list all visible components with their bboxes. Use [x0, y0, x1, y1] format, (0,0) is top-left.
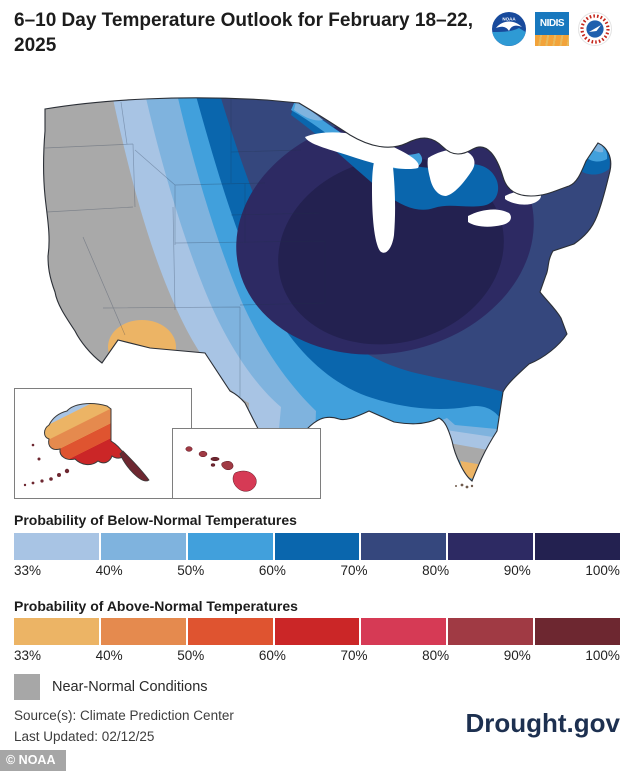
drought-gov-wordmark[interactable]: Drought.gov [465, 708, 620, 738]
alaska-inset [14, 388, 192, 499]
alaska-mainland [44, 403, 126, 466]
florida-keys [455, 483, 474, 489]
map-arizona-above-33 [108, 320, 176, 374]
aleutian-islands [23, 443, 70, 487]
legend-below-swatch [187, 533, 273, 560]
legend-above-bar [14, 618, 621, 645]
legend-above-swatch [100, 618, 186, 645]
hawaii-inset [172, 428, 321, 499]
legend-above-swatch [187, 618, 273, 645]
source-text: Source(s): Climate Prediction Center [14, 708, 234, 723]
map-florida-33 [439, 429, 493, 451]
map-florida-near-normal [449, 443, 488, 466]
map-arizona-above-40 [122, 352, 156, 370]
legend-above-swatch [535, 618, 621, 645]
logo-row: NOAA NIDIS [492, 12, 612, 46]
legend-above-swatch [14, 618, 99, 645]
last-updated-text: Last Updated: 02/12/25 [14, 729, 155, 744]
legend-below-swatch [535, 533, 621, 560]
legend-below-swatch [100, 533, 186, 560]
legend-below-swatch [274, 533, 360, 560]
nidis-logo-text: NIDIS [535, 12, 569, 35]
conus-temperature-map [35, 95, 625, 500]
page-title: 6–10 Day Temperature Outlook for Februar… [14, 10, 473, 57]
near-normal-swatch [14, 674, 40, 700]
legend-above-swatch [274, 618, 360, 645]
map-lakes-40 [294, 102, 323, 121]
legend-above-swatch [448, 618, 534, 645]
legend-below-title: Probability of Below-Normal Temperatures [14, 512, 297, 528]
conus-outline [42, 97, 612, 482]
legend-below-bar [14, 533, 621, 560]
alaska-panhandle [119, 450, 150, 482]
noaa-logo: NOAA [492, 12, 526, 46]
legend-below-swatch [361, 533, 447, 560]
great-lakes [305, 132, 541, 253]
legend-below-labels: 33% 40% 50% 60% 70% 80% 90% 100% [14, 563, 620, 578]
state-boundaries [44, 99, 326, 397]
near-normal-label: Near-Normal Conditions [52, 679, 208, 695]
legend-above-labels: 33% 40% 50% 60% 70% 80% 90% 100% [14, 648, 620, 663]
legend-above-swatch [361, 618, 447, 645]
noaa-logo-text: NOAA [502, 17, 516, 22]
legend-below-swatch [14, 533, 99, 560]
legend-above-title: Probability of Above-Normal Temperatures [14, 598, 298, 614]
nidis-logo: NIDIS [535, 12, 569, 46]
nws-logo [578, 12, 612, 46]
noaa-watermark: © NOAA [0, 750, 66, 771]
legend-below-swatch [448, 533, 534, 560]
hawaiian-islands [185, 446, 257, 492]
